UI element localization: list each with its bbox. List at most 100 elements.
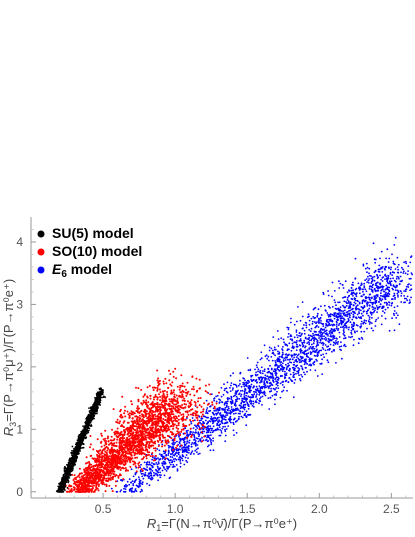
e6-point xyxy=(382,310,384,313)
so10-point xyxy=(121,395,124,398)
so10-point xyxy=(95,471,98,474)
e6-point xyxy=(312,316,314,318)
so10-point xyxy=(182,415,185,418)
e6-point xyxy=(140,482,142,485)
e6-point xyxy=(250,389,253,392)
so10-point xyxy=(141,434,144,437)
e6-point xyxy=(309,369,312,371)
so10-point xyxy=(149,432,152,435)
e6-point xyxy=(275,372,278,375)
so10-point xyxy=(162,418,165,420)
e6-point xyxy=(377,317,380,319)
e6-point xyxy=(411,273,414,276)
e6-point xyxy=(376,281,379,284)
so10-point xyxy=(175,377,178,380)
e6-point xyxy=(361,306,364,309)
so10-point xyxy=(148,451,151,454)
so10-point xyxy=(131,423,134,426)
so10-point xyxy=(191,375,194,378)
e6-point xyxy=(320,334,322,336)
so10-point xyxy=(173,393,176,396)
e6-point xyxy=(348,336,350,338)
e6-point xyxy=(197,432,200,435)
so10-point xyxy=(85,471,87,474)
e6-point xyxy=(304,359,306,362)
e6-point xyxy=(281,375,284,377)
so10-point xyxy=(204,390,207,393)
so10-point xyxy=(103,439,106,442)
e6-point xyxy=(290,321,292,324)
so10-point xyxy=(100,441,102,444)
e6-point xyxy=(400,266,403,269)
so10-point xyxy=(183,425,186,428)
e6-point xyxy=(198,433,201,436)
e6-point xyxy=(234,394,237,397)
so10-point xyxy=(143,420,146,423)
e6-point xyxy=(185,430,188,432)
e6-point xyxy=(398,277,400,280)
so10-point xyxy=(176,406,179,409)
e6-point xyxy=(386,281,389,284)
e6-point xyxy=(296,340,298,342)
so10-point xyxy=(155,409,157,412)
e6-point xyxy=(153,471,155,474)
e6-point xyxy=(323,330,326,333)
so10-point xyxy=(89,446,91,449)
e6-point xyxy=(274,360,277,362)
e6-point xyxy=(235,395,238,398)
e6-point xyxy=(316,360,318,362)
e6-point xyxy=(379,283,382,286)
so10-point xyxy=(87,466,90,469)
so10-point xyxy=(144,431,147,434)
e6-point xyxy=(377,270,380,273)
so10-point xyxy=(149,434,152,437)
e6-point xyxy=(268,376,271,379)
e6-point xyxy=(307,313,310,316)
e6-point xyxy=(317,344,320,346)
e6-point xyxy=(386,280,388,283)
e6-point xyxy=(344,326,346,329)
so10-point xyxy=(192,414,195,417)
e6-point xyxy=(179,458,182,461)
e6-point xyxy=(223,411,226,413)
so10-point xyxy=(157,380,160,383)
e6-point xyxy=(335,341,338,344)
so10-point xyxy=(95,483,98,486)
e6-point xyxy=(360,336,363,339)
so10-point xyxy=(101,455,104,458)
so10-point xyxy=(195,377,198,380)
e6-point xyxy=(376,273,378,276)
so10-point xyxy=(113,473,116,476)
so10-point xyxy=(156,424,159,427)
e6-point xyxy=(386,295,388,298)
so10-point xyxy=(157,431,160,434)
so10-point xyxy=(138,461,141,464)
so10-point xyxy=(173,437,176,440)
e6-point xyxy=(155,457,158,460)
e6-point xyxy=(244,406,247,409)
e6-point xyxy=(225,428,228,430)
so10-point xyxy=(119,455,122,458)
e6-point xyxy=(358,308,361,311)
so10-point xyxy=(161,390,164,393)
e6-point xyxy=(252,394,254,397)
e6-point xyxy=(345,301,347,303)
e6-point xyxy=(209,449,212,452)
e6-point xyxy=(246,401,249,404)
e6-point xyxy=(145,468,148,471)
e6-point xyxy=(206,412,209,415)
e6-point xyxy=(320,331,323,333)
e6-point xyxy=(406,299,409,302)
so10-point xyxy=(172,425,175,428)
so10-point xyxy=(142,395,145,398)
so10-point xyxy=(92,458,95,460)
so10-point xyxy=(128,452,131,455)
e6-point xyxy=(367,296,370,299)
e6-point xyxy=(256,381,258,384)
e6-point xyxy=(299,359,302,361)
so10-point xyxy=(96,453,98,456)
e6-point xyxy=(221,421,223,424)
so10-point xyxy=(183,399,186,402)
so10-point xyxy=(180,413,183,416)
